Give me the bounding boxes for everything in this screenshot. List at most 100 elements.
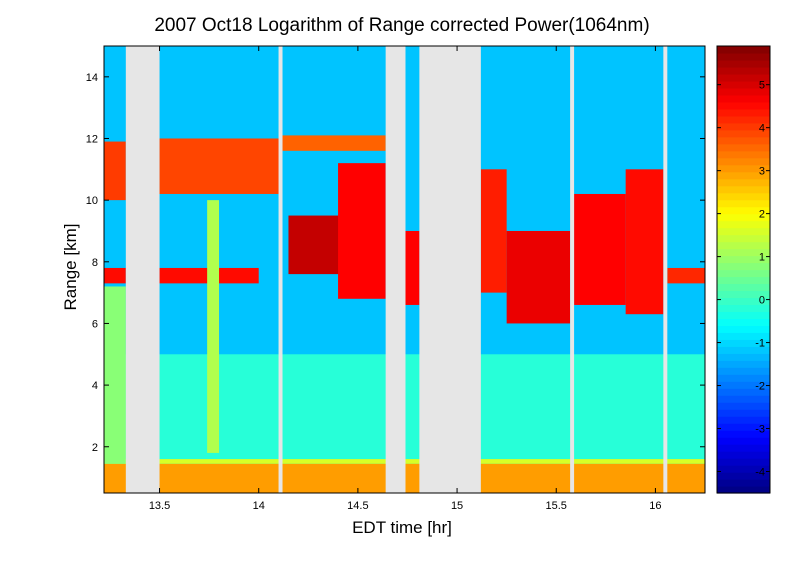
colorbar-segment [717, 444, 770, 452]
heatmap-feature [480, 169, 507, 293]
colorbar-segment [717, 150, 770, 159]
colorbar-segment [717, 269, 770, 278]
x-tick-label: 15 [451, 500, 463, 512]
colorbar-segment [717, 395, 770, 403]
y-tick-label: 8 [92, 257, 98, 269]
colorbar-tick-label: 2 [759, 209, 765, 221]
colorbar-segment [717, 437, 770, 445]
colorbar-segment [717, 360, 770, 368]
colorbar-segment [717, 234, 770, 243]
colorbar-segment [717, 241, 770, 250]
colorbar-segment [717, 213, 770, 222]
colorbar-segment [717, 451, 770, 459]
colorbar-tick-label: 3 [759, 166, 765, 178]
data-gap [385, 46, 406, 493]
colorbar-segment [717, 199, 770, 208]
colorbar-segment [717, 52, 770, 61]
colorbar-segment [717, 185, 770, 194]
colorbar-segment [717, 143, 770, 152]
heatmap-feature [625, 169, 664, 315]
colorbar-segment [717, 339, 770, 347]
colorbar-segment [717, 318, 770, 326]
chart-title: 2007 Oct18 Logarithm of Range corrected … [154, 15, 649, 36]
colorbar-segment [717, 59, 770, 68]
plot-axes: 13.5 14 14.5 15 15.5 16 2 4 6 8 10 12 14 [86, 45, 706, 512]
colorbar-segment [717, 374, 770, 382]
colorbar-segment [717, 304, 770, 313]
colorbar-segment [717, 283, 770, 292]
y-tick-label: 14 [86, 72, 98, 84]
colorbar-segment [717, 66, 770, 75]
colorbar-segment [717, 157, 770, 166]
colorbar-tick-label: 5 [759, 80, 765, 92]
colorbar-segment [717, 164, 770, 173]
colorbar-segment [717, 94, 770, 103]
colorbar-tick-label: -2 [755, 381, 765, 393]
heatmap-feature [159, 138, 283, 194]
colorbar-segment [717, 423, 770, 431]
colorbar-segment [717, 101, 770, 110]
y-tick-label: 12 [86, 133, 98, 145]
colorbar-segment [717, 192, 770, 201]
colorbar-segment [717, 276, 770, 285]
data-gap [125, 46, 160, 493]
x-tick-label: 15.5 [546, 500, 567, 512]
y-tick-label: 10 [86, 195, 98, 207]
colorbar-segment [717, 206, 770, 215]
y-axis-label: Range [km] [61, 224, 80, 311]
colorbar-segment [717, 80, 770, 89]
colorbar-segment [717, 129, 770, 138]
colorbar-segment [717, 136, 770, 145]
colorbar-segment [717, 486, 770, 494]
colorbar-segment [717, 430, 770, 438]
colorbar-segment [717, 458, 770, 466]
colorbar-segment [717, 332, 770, 340]
colorbar-tick-label: 4 [759, 123, 765, 135]
y-tick-label: 2 [92, 442, 98, 454]
colorbar-segment [717, 409, 770, 417]
colorbar-segment [717, 472, 770, 480]
colorbar-segment [717, 248, 770, 257]
colorbar-segment [717, 87, 770, 96]
colorbar-segment [717, 479, 770, 487]
x-tick-label: 14 [253, 500, 265, 512]
colorbar-tick-label: -4 [755, 467, 765, 479]
colorbar-segment [717, 465, 770, 473]
data-gap [278, 46, 283, 493]
colorbar-tick-label: 0 [759, 295, 765, 307]
heatmap-feature [207, 200, 220, 453]
x-tick-label: 13.5 [149, 500, 170, 512]
heatmap-feature [104, 267, 126, 284]
y-tick-label: 6 [92, 318, 98, 330]
colorbar-segment [717, 122, 770, 131]
heatmap-feature [282, 135, 386, 151]
heatmap-feature [405, 230, 420, 305]
colorbar-segment [717, 416, 770, 424]
colorbar-segment [717, 73, 770, 82]
colorbar-segment [717, 171, 770, 180]
colorbar-segment [717, 402, 770, 410]
colorbar-segment [717, 115, 770, 124]
heatmap-feature [574, 193, 626, 305]
colorbar-segment [717, 262, 770, 271]
heatmap-feature [104, 141, 126, 201]
x-tick-label: 14.5 [347, 500, 368, 512]
colorbar-segment [717, 290, 770, 299]
heatmap-feature [667, 267, 705, 284]
plot-frame [103, 45, 706, 494]
colorbar-tick-label: -1 [755, 338, 765, 350]
data-gap [419, 46, 481, 493]
colorbar-segment [717, 353, 770, 361]
colorbar-segment [717, 311, 770, 319]
colorbar-segment [717, 325, 770, 333]
x-tick-label: 16 [649, 500, 661, 512]
data-gap [663, 46, 668, 493]
colorbar-segment [717, 178, 770, 187]
heatmap-feature [506, 230, 571, 324]
colorbar-segment [717, 46, 770, 54]
colorbar-tick-label: -3 [755, 424, 765, 436]
colorbar-segment [717, 227, 770, 236]
heatmap-feature [338, 163, 386, 299]
